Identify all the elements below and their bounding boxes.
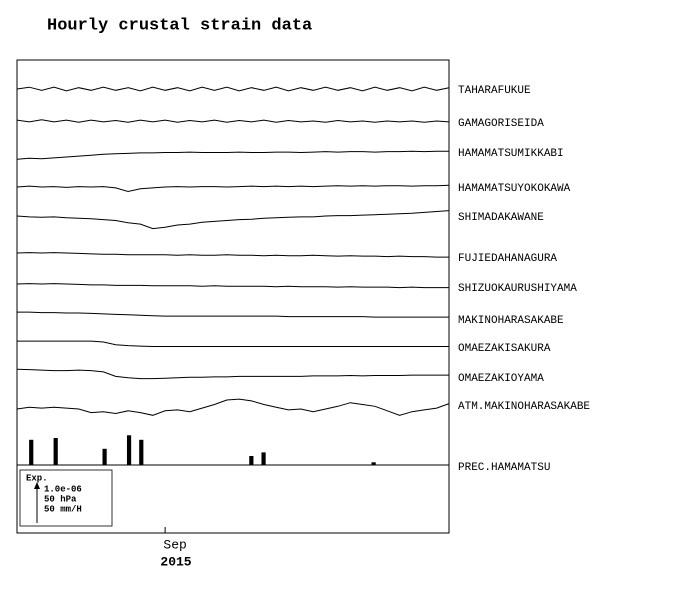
precip-bar: [249, 456, 254, 465]
station-label: ATM.MAKINOHARASAKABE: [458, 401, 590, 413]
scale-box: [19, 469, 113, 527]
station-label: HAMAMATSUMIKKABI: [458, 148, 564, 160]
scale-label: 50 mm/H: [44, 504, 82, 514]
x-axis-label: 2015: [160, 554, 191, 569]
trace: [16, 252, 449, 258]
station-label: GAMAGORISEIDA: [458, 118, 544, 130]
precip-bar: [53, 438, 58, 465]
scale-label: Exp.: [26, 473, 48, 483]
precip-bar: [371, 462, 376, 465]
precip-bar: [139, 439, 144, 465]
station-label: MAKINOHARASAKABE: [458, 315, 564, 327]
trace: [16, 150, 449, 160]
station-label: SHIMADAKAWANE: [458, 212, 544, 224]
station-label: OMAEZAKIOYAMA: [458, 373, 544, 385]
station-label: SHIZUOKAURUSHIYAMA: [458, 283, 577, 295]
trace: [16, 283, 449, 289]
plot-frame: [16, 59, 450, 534]
trace: [16, 398, 450, 416]
precip-bar: [102, 448, 107, 465]
trace: [16, 86, 450, 92]
station-label: OMAEZAKISAKURA: [458, 343, 551, 355]
chart-title: Hourly crustal strain data: [47, 16, 312, 35]
station-label: HAMAMATSUYOKOKAWA: [458, 183, 571, 195]
station-label: FUJIEDAHANAGURA: [458, 253, 557, 265]
scale-label: 1.0e-06: [44, 484, 82, 494]
scale-arrowhead: [34, 482, 40, 489]
precip-bar: [29, 439, 34, 465]
trace: [16, 184, 450, 193]
trace: [16, 119, 450, 123]
x-tick-label: Sep: [163, 537, 186, 552]
station-label: PREC.HAMAMATSU: [458, 462, 550, 474]
trace: [16, 368, 449, 380]
station-label: TAHARAFUKUE: [458, 85, 531, 97]
precip-bar: [261, 452, 266, 465]
scale-label: 50 hPa: [44, 494, 77, 504]
trace: [16, 210, 450, 230]
trace: [17, 311, 449, 318]
trace: [17, 340, 449, 347]
precip-bar: [126, 435, 132, 465]
